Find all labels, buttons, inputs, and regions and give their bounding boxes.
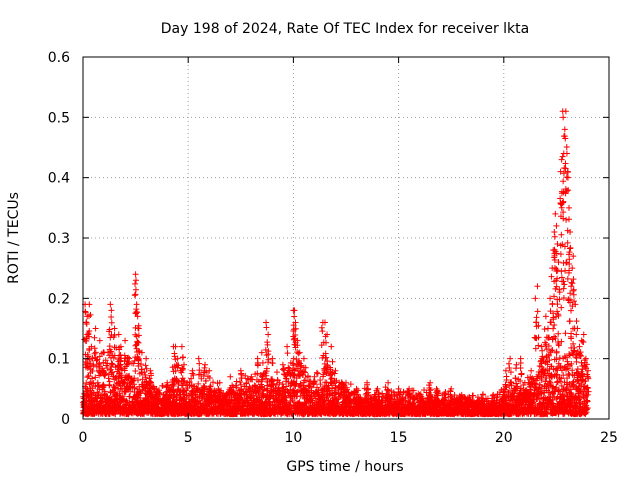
data-point bbox=[562, 330, 569, 337]
data-point bbox=[233, 378, 240, 385]
chart-title: Day 198 of 2024, Rate Of TEC Index for r… bbox=[161, 21, 529, 37]
data-point bbox=[126, 393, 133, 400]
data-point bbox=[192, 394, 199, 401]
data-point bbox=[85, 373, 92, 380]
data-point bbox=[206, 375, 213, 382]
data-point bbox=[132, 367, 139, 374]
grid-layer bbox=[83, 57, 609, 419]
data-point bbox=[127, 388, 134, 395]
data-point bbox=[106, 378, 113, 385]
data-point bbox=[118, 366, 125, 373]
data-point bbox=[108, 360, 115, 367]
data-point bbox=[115, 375, 122, 382]
data-point bbox=[111, 376, 118, 383]
data-point bbox=[116, 390, 123, 397]
data-point bbox=[139, 376, 146, 383]
data-point bbox=[186, 379, 193, 386]
data-points bbox=[80, 108, 592, 418]
data-point bbox=[193, 399, 200, 406]
data-point bbox=[347, 381, 354, 388]
data-point bbox=[131, 375, 138, 382]
data-point bbox=[84, 386, 91, 393]
data-point bbox=[89, 375, 96, 382]
data-point bbox=[83, 379, 90, 386]
data-point bbox=[137, 394, 144, 401]
data-point bbox=[109, 361, 116, 368]
data-point bbox=[314, 370, 321, 377]
data-point bbox=[131, 381, 138, 388]
data-point bbox=[119, 393, 126, 400]
data-point bbox=[273, 369, 280, 376]
data-point bbox=[134, 377, 141, 384]
data-point bbox=[150, 385, 157, 392]
data-point bbox=[210, 379, 217, 386]
data-point bbox=[195, 380, 202, 387]
data-point bbox=[108, 369, 115, 376]
data-point bbox=[92, 374, 99, 381]
data-point bbox=[202, 378, 209, 385]
data-point bbox=[188, 375, 195, 382]
data-point bbox=[314, 384, 321, 391]
